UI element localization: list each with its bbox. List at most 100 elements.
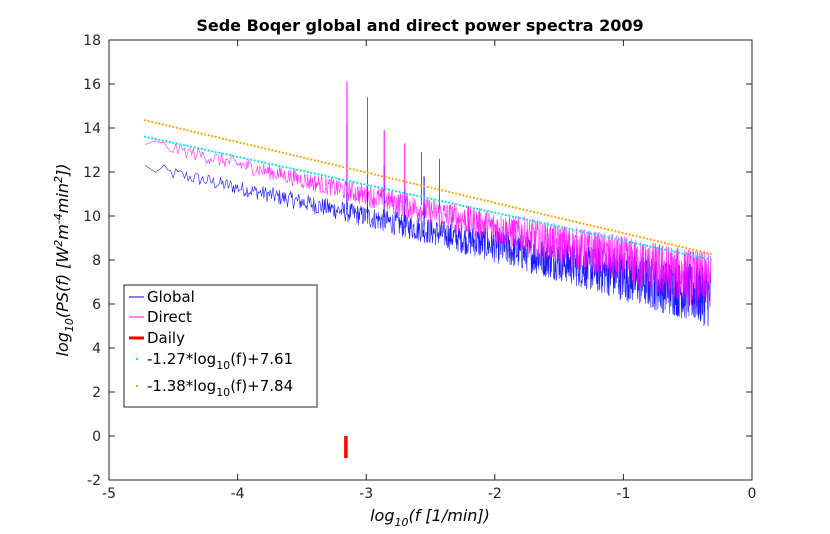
fit-point <box>211 150 214 153</box>
fit-point <box>373 185 376 188</box>
fit-point <box>501 203 504 206</box>
fit-point <box>151 120 154 123</box>
fit-point <box>586 223 589 226</box>
fit-point <box>674 244 677 247</box>
fit-point <box>274 150 277 153</box>
y-axis-label-p2: m <box>53 224 72 240</box>
fit-point <box>419 184 422 187</box>
fit-point <box>288 167 292 170</box>
fit-point <box>409 181 412 184</box>
fit-point <box>578 230 582 233</box>
legend-fit-2-sub: 10 <box>216 386 230 399</box>
fit-point <box>225 153 228 156</box>
fit-point <box>165 124 168 127</box>
fit-point <box>197 131 200 134</box>
fit-point <box>536 220 539 224</box>
fit-point <box>317 160 320 163</box>
fit-point <box>624 240 628 243</box>
fit-point <box>617 238 621 241</box>
fit-point <box>395 190 398 193</box>
fit-point <box>522 208 525 211</box>
fit-point <box>494 211 497 214</box>
fit-point <box>373 173 376 176</box>
legend-swatch-fit-1 <box>135 357 139 361</box>
fit-point <box>628 233 631 236</box>
fit-point <box>303 156 306 159</box>
fit-point <box>631 234 635 237</box>
fit-point <box>267 148 270 151</box>
fit-point <box>334 177 338 180</box>
fit-point <box>207 149 210 152</box>
fit-point <box>221 137 224 140</box>
fit-point <box>313 172 316 175</box>
fit-point <box>624 232 628 235</box>
legend-fit-1-sub: 10 <box>216 359 230 372</box>
fit-point <box>165 140 168 143</box>
fit-point <box>317 173 320 176</box>
fit-point <box>458 204 461 207</box>
fit-point <box>172 125 175 128</box>
fit-point <box>504 214 507 217</box>
fit-point <box>281 165 284 168</box>
fit-point <box>327 175 330 178</box>
fit-point <box>402 191 405 194</box>
fit-point <box>384 175 387 179</box>
fit-point <box>578 221 582 224</box>
fit-point <box>614 237 617 240</box>
fit-point <box>271 163 274 166</box>
fit-point <box>189 145 193 148</box>
fit-point <box>179 143 182 146</box>
fit-point <box>342 165 345 169</box>
fit-point <box>451 202 454 205</box>
fit-point <box>419 195 422 198</box>
fit-point <box>154 137 157 141</box>
x-axis-label-rest: (f [1/min]) <box>408 506 489 525</box>
fit-point <box>518 217 522 220</box>
fit-point <box>490 210 493 214</box>
fit-point <box>600 226 603 229</box>
fit-point <box>338 165 341 168</box>
fit-point <box>479 198 483 201</box>
fit-point <box>610 237 613 240</box>
fit-point <box>296 168 299 171</box>
fit-point <box>465 205 468 208</box>
fit-point <box>692 248 695 251</box>
fit-point <box>589 232 592 235</box>
fit-point <box>518 207 522 210</box>
fit-point <box>366 184 369 187</box>
fit-point <box>370 184 373 187</box>
fit-point <box>186 129 189 132</box>
chart-title: Sede Boqer global and direct power spect… <box>196 16 643 35</box>
fit-point <box>670 250 674 253</box>
fit-point <box>281 151 284 154</box>
fit-point <box>550 215 553 218</box>
fit-point <box>391 177 394 180</box>
y-tick-label: 4 <box>92 341 101 357</box>
fit-point <box>292 154 295 157</box>
fit-point <box>310 171 313 174</box>
fit-point <box>571 228 575 231</box>
fit-point <box>483 199 486 202</box>
fit-point <box>568 219 571 222</box>
fit-point <box>158 122 161 125</box>
fit-point <box>398 190 401 194</box>
y-tick-label: 2 <box>92 385 101 401</box>
fit-point <box>260 146 263 149</box>
fit-point <box>674 250 677 254</box>
y-tick-label: 0 <box>92 429 101 445</box>
fit-point <box>557 225 560 228</box>
fit-point <box>239 141 242 144</box>
fit-point <box>363 183 366 186</box>
x-tick-label: -2 <box>488 486 502 502</box>
fit-point <box>175 142 178 145</box>
fit-point <box>455 192 458 195</box>
fit-point <box>486 210 490 213</box>
y-axis-label-main: log <box>53 332 72 356</box>
fit-point <box>260 161 263 164</box>
x-axis-label-main: log <box>370 506 394 525</box>
fit-point <box>469 195 472 199</box>
fit-point <box>303 170 306 173</box>
legend-label-fit-1: -1.27*log10(f)+7.61 <box>147 350 293 372</box>
fit-point <box>582 222 585 225</box>
fit-point <box>508 214 511 217</box>
